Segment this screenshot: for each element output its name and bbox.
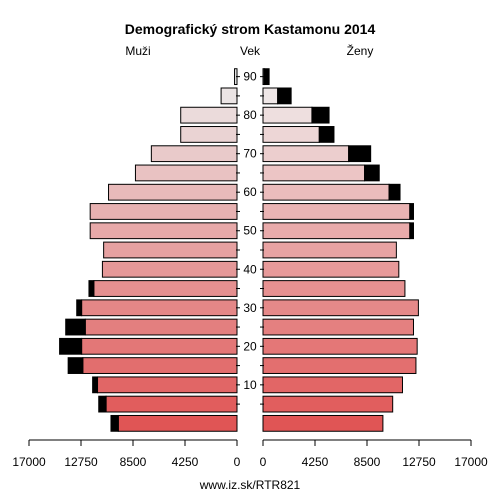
female-x-tick-label: 4250 bbox=[302, 455, 329, 469]
male-bar bbox=[81, 299, 238, 317]
male-excess-bar bbox=[65, 318, 86, 336]
male-bar bbox=[82, 357, 238, 374]
age-tick-label: 30 bbox=[243, 301, 257, 315]
bars-group bbox=[59, 68, 419, 432]
male-excess-bar bbox=[92, 376, 99, 394]
age-tick-label: 80 bbox=[243, 108, 257, 122]
female-bar bbox=[262, 299, 419, 317]
female-x-tick-label: 0 bbox=[260, 455, 267, 469]
female-bar bbox=[262, 395, 394, 413]
age-tick-label: 90 bbox=[243, 70, 257, 84]
male-bar bbox=[89, 203, 238, 220]
female-bar bbox=[262, 222, 411, 240]
male-bar bbox=[105, 395, 238, 413]
female-label: Ženy bbox=[347, 43, 374, 58]
male-bar bbox=[180, 126, 238, 143]
male-bar bbox=[89, 222, 238, 240]
female-x-tick-label: 12750 bbox=[402, 455, 436, 469]
female-bar bbox=[262, 414, 384, 432]
male-bar bbox=[117, 414, 238, 432]
age-tick-label: 40 bbox=[243, 262, 257, 276]
female-bar bbox=[262, 280, 406, 297]
female-bar bbox=[262, 318, 414, 336]
male-bar bbox=[150, 145, 238, 163]
male-excess-bar bbox=[59, 337, 83, 355]
female-excess-bar bbox=[409, 203, 414, 220]
female-bar bbox=[262, 241, 397, 259]
chart-title: Demografický strom Kastamonu 2014 bbox=[125, 21, 376, 37]
female-bar bbox=[262, 164, 366, 182]
age-tick-label: 10 bbox=[243, 378, 257, 392]
female-excess-bar bbox=[388, 183, 401, 201]
male-bar bbox=[81, 337, 238, 355]
male-excess-bar bbox=[88, 280, 95, 297]
male-excess-bar bbox=[110, 414, 119, 432]
female-bar bbox=[262, 183, 390, 201]
female-x-tick-label: 8500 bbox=[354, 455, 381, 469]
female-excess-bar bbox=[409, 222, 414, 240]
male-x-tick-label: 12750 bbox=[64, 455, 98, 469]
male-excess-bar bbox=[67, 357, 84, 374]
male-label: Muži bbox=[125, 44, 150, 58]
female-bar bbox=[262, 126, 320, 143]
female-bar bbox=[262, 203, 411, 220]
female-excess-bar bbox=[364, 164, 380, 182]
female-excess-bar bbox=[348, 145, 372, 163]
male-bar bbox=[93, 280, 238, 297]
female-x-tick-label: 17000 bbox=[454, 455, 488, 469]
age-tick-label: 20 bbox=[243, 339, 257, 353]
female-excess-bar bbox=[277, 87, 292, 105]
female-bar bbox=[262, 260, 400, 278]
age-tick-label: 50 bbox=[243, 224, 257, 238]
female-bar bbox=[262, 106, 313, 124]
female-bar bbox=[262, 87, 279, 105]
age-tick-label: 60 bbox=[243, 185, 257, 199]
male-x-tick-label: 0 bbox=[234, 455, 241, 469]
male-bar bbox=[180, 106, 238, 124]
male-bar bbox=[103, 241, 238, 259]
female-bar bbox=[262, 357, 417, 374]
female-bar bbox=[262, 145, 350, 163]
male-bar bbox=[134, 164, 238, 182]
male-bar bbox=[97, 376, 238, 394]
axes-group: 17000 12750 8500 4250 0 0 4250 8500 12750 17000 10… bbox=[12, 70, 488, 469]
footer-source: www.iz.sk/RTR821 bbox=[199, 478, 301, 492]
male-excess-bar bbox=[76, 299, 83, 317]
age-tick-label: 70 bbox=[243, 147, 257, 161]
female-excess-bar bbox=[311, 106, 330, 124]
female-excess-bar bbox=[318, 126, 335, 143]
male-x-tick-label: 17000 bbox=[12, 455, 46, 469]
female-bar bbox=[262, 337, 418, 355]
age-label: Vek bbox=[240, 44, 261, 58]
female-excess-bar bbox=[263, 68, 270, 86]
female-bar bbox=[262, 376, 403, 394]
male-x-tick-label: 4250 bbox=[172, 455, 199, 469]
male-x-tick-label: 8500 bbox=[120, 455, 147, 469]
male-bar bbox=[84, 318, 238, 336]
male-bar bbox=[108, 183, 238, 201]
male-bar bbox=[220, 87, 238, 105]
male-excess-bar bbox=[98, 395, 107, 413]
male-bar bbox=[101, 260, 238, 278]
